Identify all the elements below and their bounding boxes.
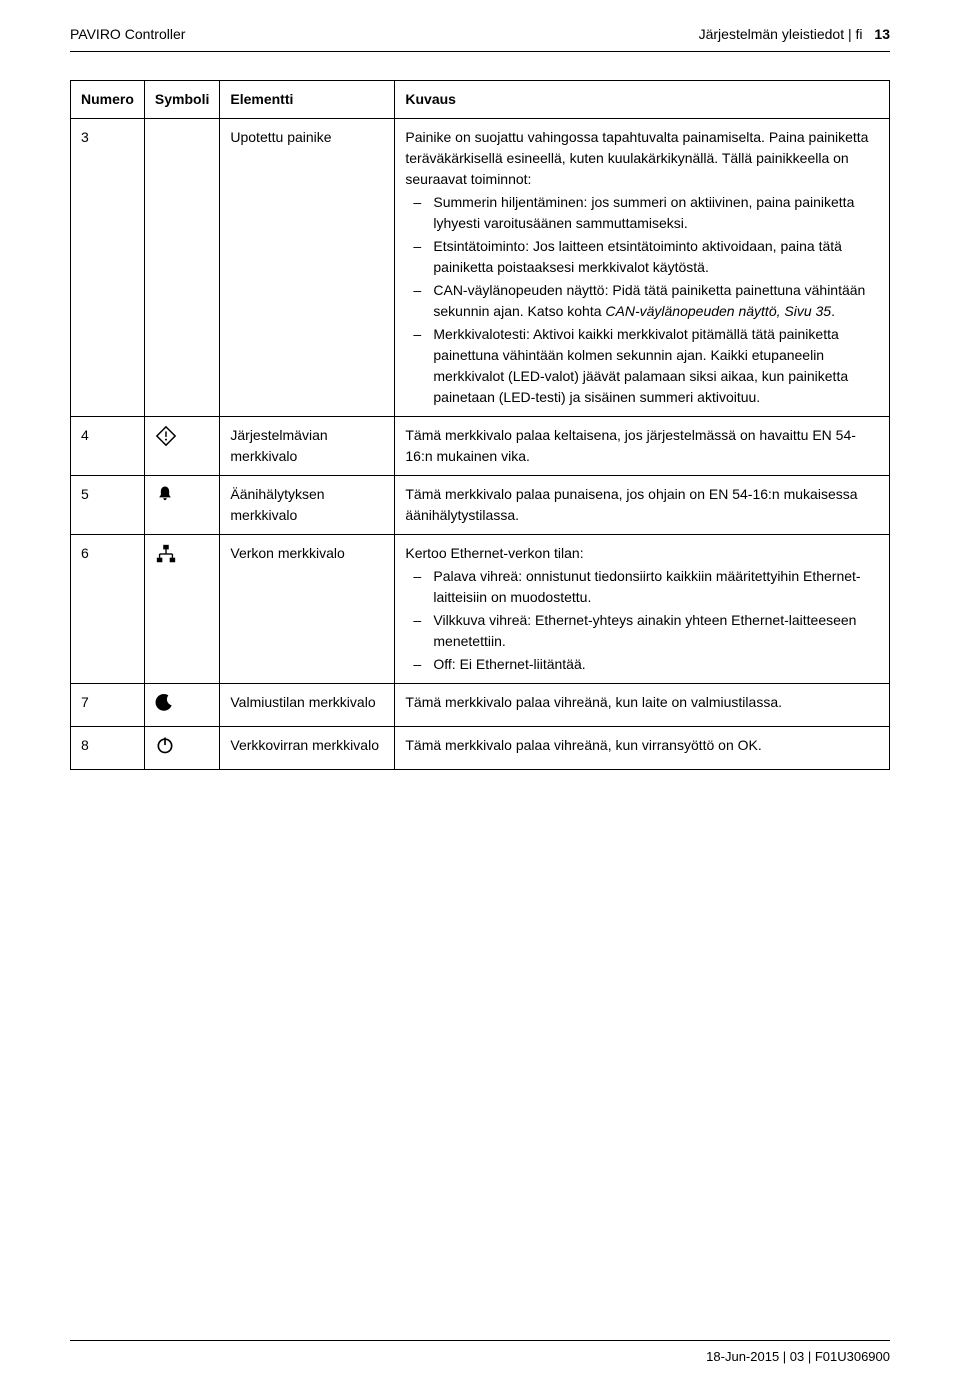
- cell-elem: Valmiustilan merkkivalo: [220, 684, 395, 727]
- cell-sym: [144, 119, 219, 417]
- page-header: PAVIRO Controller Järjestelmän yleistied…: [70, 24, 890, 52]
- cell-desc: Tämä merkkivalo palaa punaisena, jos ohj…: [395, 476, 890, 535]
- bullet-text: CAN-väylänopeuden näyttö: Pidä tätä pain…: [433, 282, 865, 319]
- list-item: Summerin hiljentäminen: jos summeri on a…: [405, 192, 879, 234]
- list-item: Merkkivalotesti: Aktivoi kaikki merkkiva…: [405, 324, 879, 408]
- cell-sym: [144, 417, 219, 476]
- footer-text: 18-Jun-2015 | 03 | F01U306900: [706, 1349, 890, 1364]
- list-item: Vilkkuva vihreä: Ethernet-yhteys ainakin…: [405, 610, 879, 652]
- table-row: 7 Valmiustilan merkkivalo Tämä merkkival…: [71, 684, 890, 727]
- bell-icon: [155, 484, 175, 504]
- cell-desc: Tämä merkkivalo palaa keltaisena, jos jä…: [395, 417, 890, 476]
- cell-sym: [144, 727, 219, 770]
- cell-sym: [144, 535, 219, 684]
- cell-elem: Järjestelmävian merkkivalo: [220, 417, 395, 476]
- warning-diamond-icon: [155, 425, 177, 447]
- header-page-number: 13: [874, 26, 890, 42]
- table-row: 8 Verkkovirran merkkivalo Tämä merkkival…: [71, 727, 890, 770]
- list-item: CAN-väylänopeuden näyttö: Pidä tätä pain…: [405, 280, 879, 322]
- cell-elem: Verkon merkkivalo: [220, 535, 395, 684]
- desc-list: Palava vihreä: onnistunut tiedonsiirto k…: [405, 566, 879, 675]
- cell-num: 3: [71, 119, 145, 417]
- table-row: 6 Verkon merkkivalo Kertoo Ethernet-verk…: [71, 535, 890, 684]
- cell-elem: Upotettu painike: [220, 119, 395, 417]
- power-icon: [155, 735, 175, 755]
- cell-desc: Tämä merkkivalo palaa vihreänä, kun lait…: [395, 684, 890, 727]
- desc-intro: Kertoo Ethernet-verkon tilan:: [405, 543, 879, 564]
- table-header-row: Numero Symboli Elementti Kuvaus: [71, 81, 890, 119]
- table-row: 4 Järjestelmävian merkkivalo Tämä merkki…: [71, 417, 890, 476]
- table-row: 3 Upotettu painike Painike on suojattu v…: [71, 119, 890, 417]
- cell-desc: Kertoo Ethernet-verkon tilan: Palava vih…: [395, 535, 890, 684]
- col-header-num: Numero: [71, 81, 145, 119]
- list-item: Off: Ei Ethernet-liitäntää.: [405, 654, 879, 675]
- network-icon: [155, 543, 177, 565]
- list-item: Etsintätoiminto: Jos laitteen etsintätoi…: [405, 236, 879, 278]
- desc-intro: Painike on suojattu vahingossa tapahtuva…: [405, 127, 879, 190]
- cell-sym: [144, 684, 219, 727]
- cell-desc: Tämä merkkivalo palaa vihreänä, kun virr…: [395, 727, 890, 770]
- table-row: 5 Äänihälytyksen merkkivalo Tämä merkkiv…: [71, 476, 890, 535]
- cell-elem: Verkkovirran merkkivalo: [220, 727, 395, 770]
- cell-num: 5: [71, 476, 145, 535]
- cell-num: 7: [71, 684, 145, 727]
- header-section-wrap: Järjestelmän yleistiedot | fi 13: [699, 24, 890, 45]
- indicator-table: Numero Symboli Elementti Kuvaus 3 Upotet…: [70, 80, 890, 770]
- cell-num: 4: [71, 417, 145, 476]
- header-product: PAVIRO Controller: [70, 24, 185, 45]
- list-item: Palava vihreä: onnistunut tiedonsiirto k…: [405, 566, 879, 608]
- desc-list: Summerin hiljentäminen: jos summeri on a…: [405, 192, 879, 408]
- cell-sym: [144, 476, 219, 535]
- cell-num: 6: [71, 535, 145, 684]
- header-section: Järjestelmän yleistiedot | fi: [699, 26, 863, 42]
- col-header-sym: Symboli: [144, 81, 219, 119]
- cell-elem: Äänihälytyksen merkkivalo: [220, 476, 395, 535]
- cell-num: 8: [71, 727, 145, 770]
- page-footer: 18-Jun-2015 | 03 | F01U306900: [70, 1340, 890, 1367]
- col-header-desc: Kuvaus: [395, 81, 890, 119]
- moon-icon: [155, 692, 175, 712]
- cell-desc: Painike on suojattu vahingossa tapahtuva…: [395, 119, 890, 417]
- col-header-elem: Elementti: [220, 81, 395, 119]
